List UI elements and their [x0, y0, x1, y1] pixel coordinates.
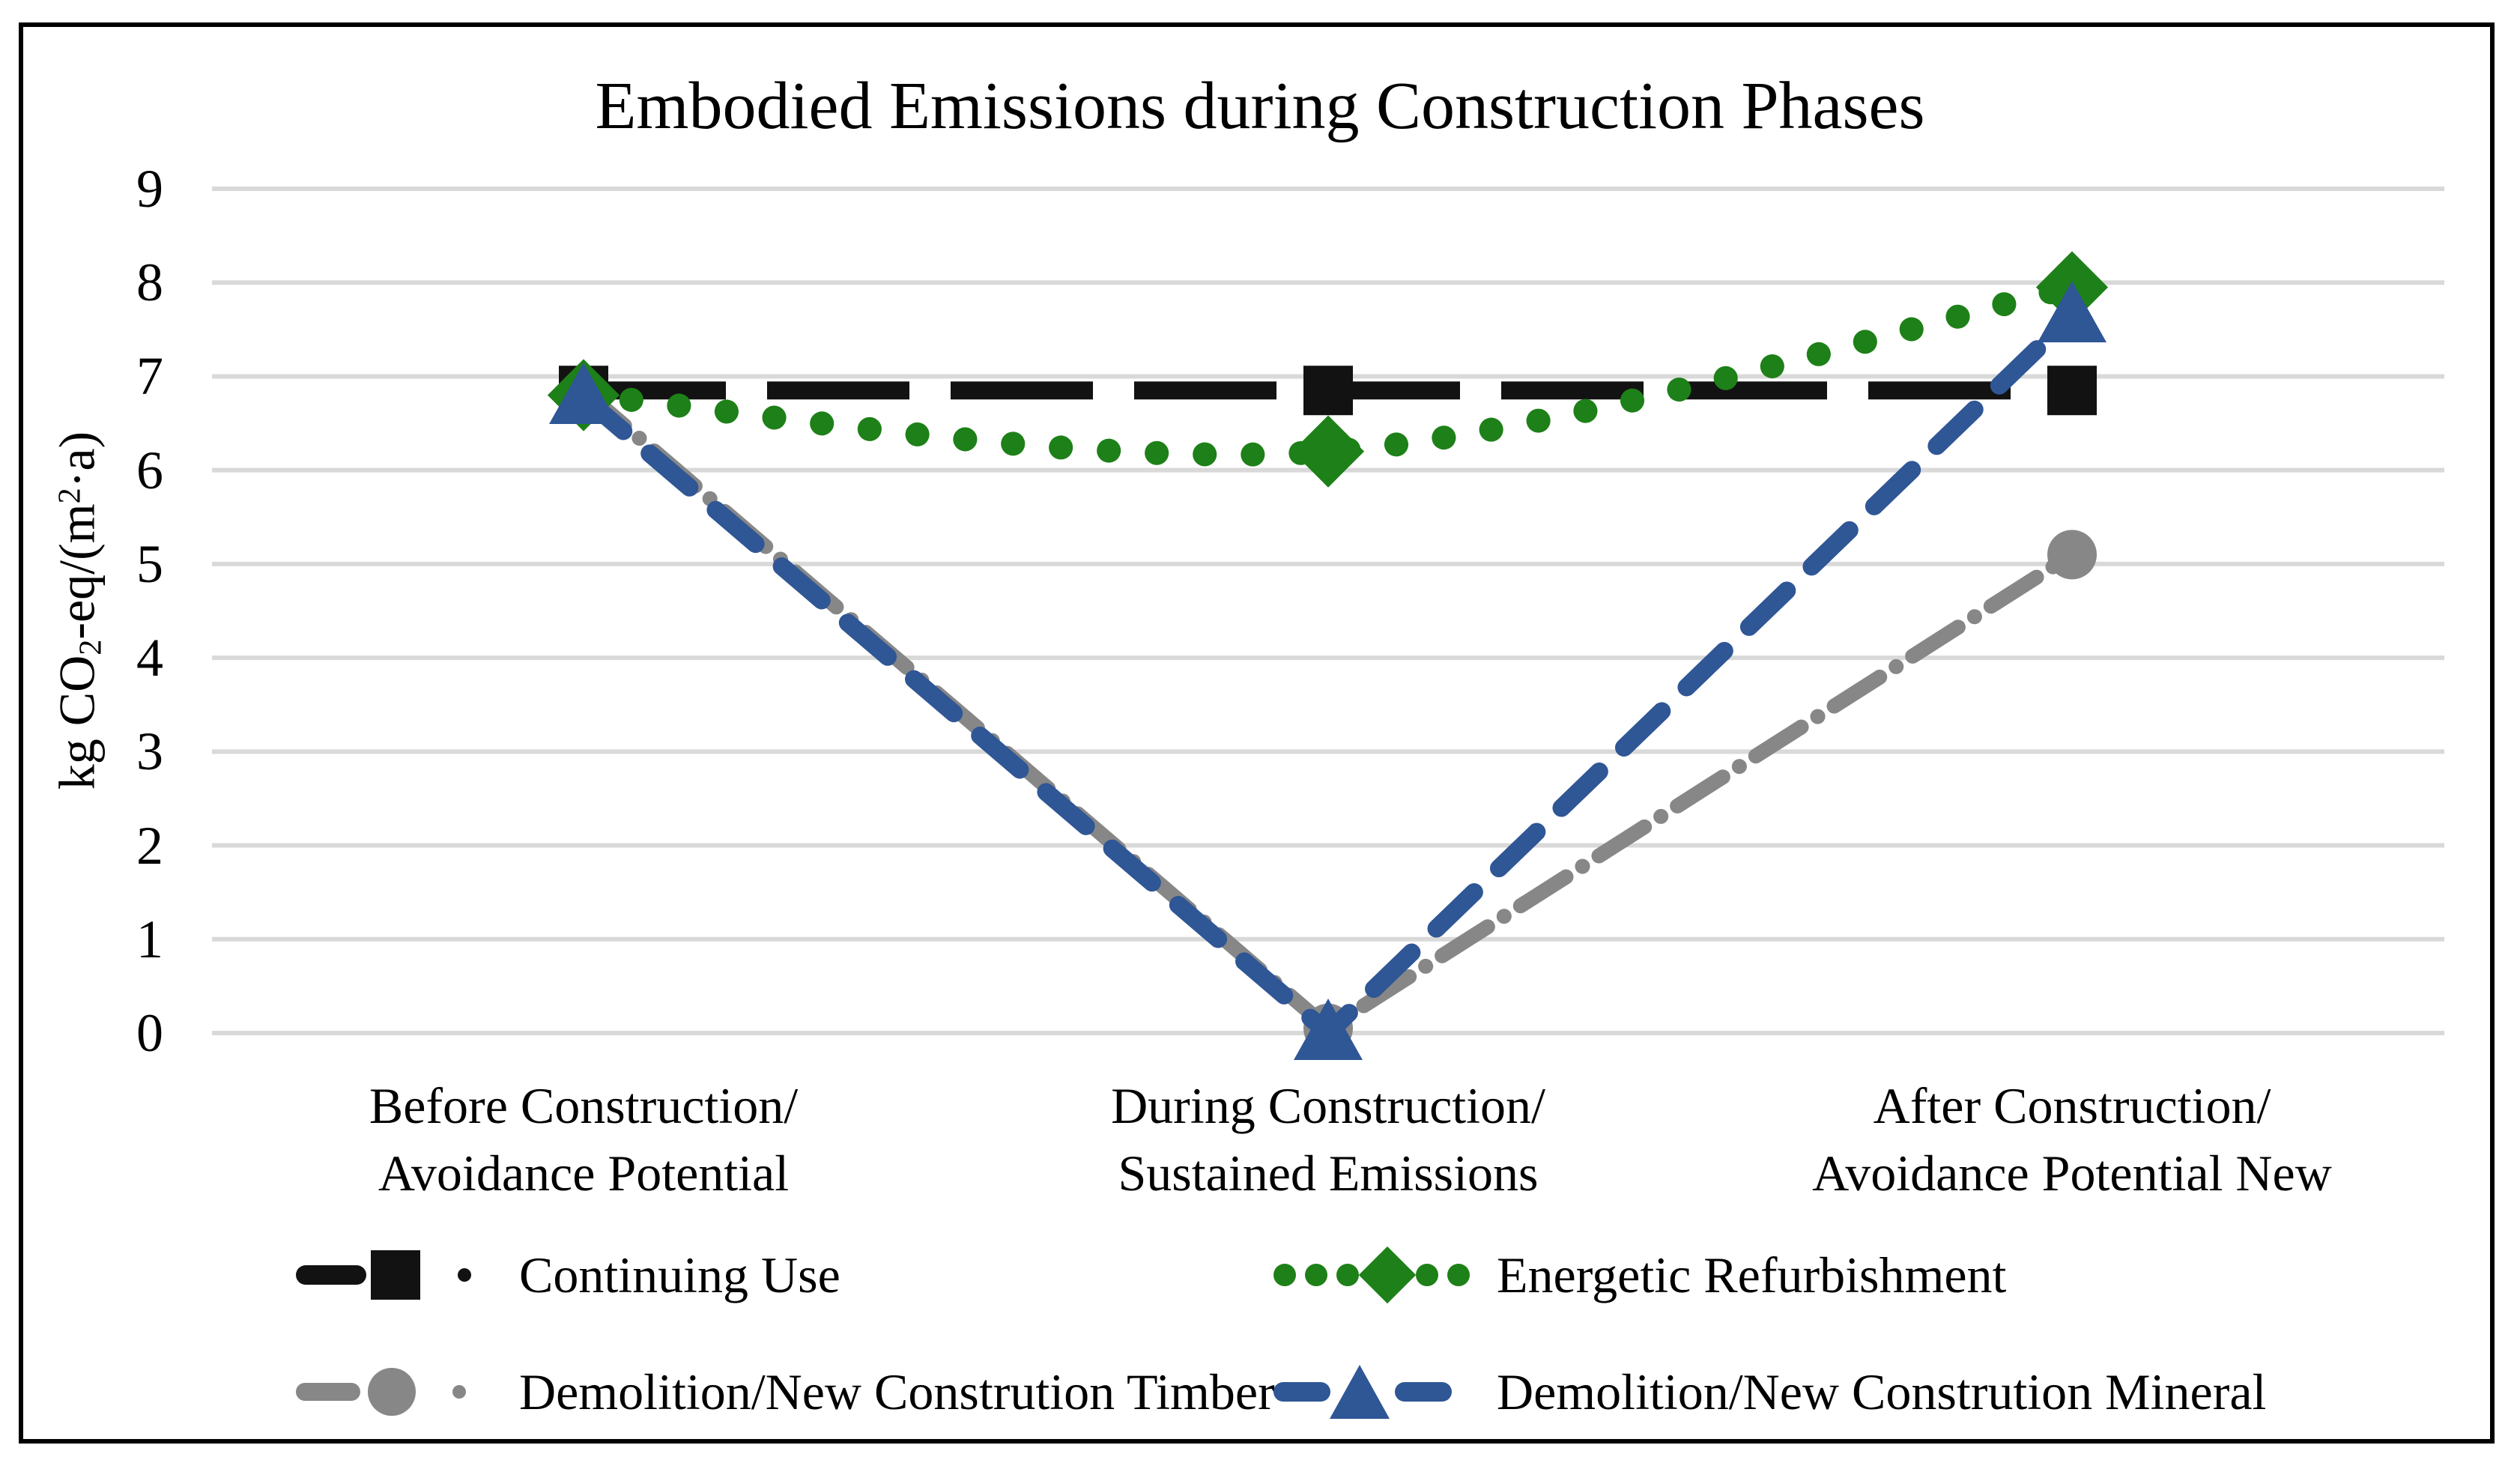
chart-title: Embodied Emissions during Construction P…	[595, 69, 1925, 143]
legend-key-dashed-triangle-icon	[1273, 1358, 1476, 1426]
series-continuing-use	[559, 366, 2097, 416]
legend-item-continuing-use: Continuing Use	[296, 1238, 840, 1312]
legend-item-demolition-mineral: Demolition/New Constrution Mineral	[1273, 1354, 2266, 1429]
y-tick-label: 4	[136, 628, 163, 688]
category-label: During Construction/ Sustained Emissions	[1111, 1077, 1545, 1202]
y-tick-label: 0	[136, 1003, 163, 1063]
gridlines	[212, 187, 2444, 1035]
category-label: Before Construction/ Avoidance Potential	[369, 1077, 799, 1202]
y-tick-label: 3	[136, 721, 163, 782]
y-tick-label: 7	[136, 346, 163, 407]
y-tick-label: 1	[136, 909, 163, 969]
y-tick-label: 9	[136, 159, 163, 219]
y-tick-label: 6	[136, 440, 163, 500]
y-tick-label: 5	[136, 533, 163, 594]
series-demolition-new-constrution-mineral	[549, 281, 2106, 1060]
legend-label: Energetic Refurbishment	[1497, 1246, 2007, 1303]
y-tick-label: 8	[136, 252, 163, 313]
legend-key-dashdot-circle-icon	[296, 1358, 498, 1426]
legend-key-line-square-icon	[296, 1241, 498, 1309]
legend-item-energetic-refurbishment: Energetic Refurbishment	[1273, 1238, 2006, 1312]
legend-label: Demolition/New Constrution Mineral	[1497, 1363, 2267, 1420]
legend-key-dotted-diamond-icon	[1273, 1241, 1476, 1309]
chart-border	[19, 22, 2495, 1444]
legend-label: Continuing Use	[519, 1246, 840, 1303]
y-tick-label: 2	[136, 815, 163, 876]
legend-item-demolition-timber: Demolition/New Constrution Timber	[296, 1354, 1275, 1429]
legend-label: Demolition/New Constrution Timber	[519, 1363, 1275, 1420]
category-label: After Construction/ Avoidance Potential …	[1812, 1077, 2332, 1202]
